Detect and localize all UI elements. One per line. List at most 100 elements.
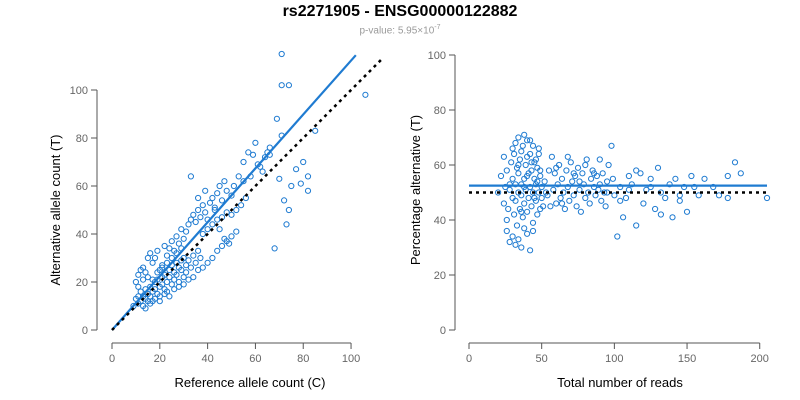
panel1-y-tick-label-2: 40 (76, 229, 88, 241)
panel2-point-99 (586, 200, 593, 207)
panel1-x-tick-label-0: 0 (109, 353, 115, 365)
panel2-point-159 (553, 164, 560, 171)
panel2-point-22 (519, 142, 526, 149)
panel2-point-59 (529, 227, 537, 235)
panel1-point-55 (144, 254, 151, 262)
p-value-exponent: -7 (434, 24, 441, 31)
panel2-point-118 (622, 194, 630, 202)
panel1-point-109 (185, 276, 192, 283)
panel1-point-163 (278, 50, 285, 58)
panel2-point-100 (588, 175, 595, 182)
panel1-point-47 (192, 259, 199, 266)
panel2-point-137 (695, 192, 702, 199)
panel1-x-tick-label-1: 20 (154, 353, 166, 365)
panel1-point-102 (151, 295, 159, 302)
panel1-point-48 (195, 247, 202, 254)
panel1-point-123 (214, 216, 221, 223)
panel2-point-122 (637, 170, 644, 177)
panel2-point-0 (495, 189, 502, 196)
panel2-point-54 (515, 236, 522, 243)
panel1-point-165 (240, 178, 247, 185)
panel2-point-164 (582, 161, 589, 169)
panel1-point-107 (175, 283, 182, 290)
panel2-point-86 (567, 159, 574, 166)
panel1-point-68 (175, 240, 182, 247)
panel2-point-97 (583, 156, 590, 163)
panel2-point-138 (701, 175, 708, 182)
panel1-point-143 (259, 168, 266, 175)
panel2-point-123 (640, 200, 647, 207)
panel2-point-83 (563, 167, 570, 174)
panel2-point-131 (669, 214, 676, 221)
panel2-point-67 (529, 142, 537, 149)
panel2-point-12 (512, 181, 519, 188)
panel2-point-153 (531, 194, 538, 202)
panel2-point-143 (737, 170, 744, 177)
panel2-point-48 (538, 183, 545, 191)
panel1-point-5 (137, 288, 144, 295)
panel2-point-109 (601, 189, 608, 196)
panel2-point-147 (506, 181, 513, 188)
panel2-point-168 (609, 175, 617, 182)
panel1-point-81 (206, 199, 214, 206)
panel2-y-tick-label-1: 20 (434, 270, 446, 282)
panel2-point-26 (522, 161, 529, 169)
p-value-text: p-value: 5.95×10 (359, 25, 435, 37)
panel2-x-axis-title: Total number of reads (557, 375, 683, 390)
panel2-point-113 (608, 142, 615, 149)
panel1-point-114 (209, 254, 216, 262)
panel1-point-126 (228, 211, 235, 218)
panel1-point-121 (204, 226, 211, 233)
panel2-point-139 (710, 183, 717, 191)
panel1-point-137 (230, 182, 237, 190)
panel2-point-106 (596, 181, 603, 188)
panel1-point-13 (147, 283, 154, 290)
panel1-x-tick-label-3: 60 (249, 353, 261, 365)
panel2-point-1 (497, 172, 505, 180)
panel2-point-9 (509, 175, 516, 182)
panel1-point-50 (132, 278, 139, 286)
panel2-point-152 (528, 159, 535, 166)
panel2-point-170 (625, 186, 633, 193)
panel2-point-114 (611, 192, 618, 199)
panel1-point-115 (214, 247, 221, 254)
panel1-y-tick-label-3: 60 (76, 181, 88, 193)
panel2-point-148 (515, 161, 522, 169)
panel1-point-73 (187, 216, 194, 223)
panel1-point-139 (240, 158, 247, 166)
panel1-point-59 (154, 247, 161, 254)
panel1-point-56 (147, 250, 154, 257)
panel2-point-169 (617, 197, 624, 204)
panel2-point-36 (529, 189, 537, 196)
panel2-point-35 (528, 167, 535, 174)
panel1-point-74 (190, 211, 197, 218)
panel2-point-63 (518, 148, 525, 155)
panel2-point-163 (576, 178, 583, 185)
panel1-point-110 (190, 274, 197, 281)
panel1-point-106 (171, 286, 178, 293)
panel2-x-tick-label-4: 200 (751, 353, 769, 365)
panel2-point-31 (525, 194, 532, 202)
panel1-point-97 (168, 254, 175, 262)
panel2-point-79 (557, 194, 564, 202)
panel2-point-77 (554, 181, 561, 188)
panel2-point-57 (524, 230, 531, 237)
panel1-point-112 (199, 264, 206, 271)
panel1-point-46 (190, 252, 197, 259)
panel2-point-90 (573, 203, 580, 210)
panel1-point-153 (293, 166, 300, 173)
panel2-point-93 (577, 208, 585, 215)
panel1-point-158 (312, 127, 319, 134)
panel2-point-92 (576, 186, 583, 193)
panel2-point-102 (590, 183, 598, 191)
panel1-point-82 (209, 194, 216, 202)
panel2-point-3 (502, 183, 509, 191)
panel1-point-72 (185, 221, 192, 228)
panel1-point-76 (195, 206, 202, 214)
panel1-point-22 (159, 281, 166, 288)
panel2-point-132 (672, 175, 679, 182)
panel2-point-25 (521, 200, 528, 207)
panel1-point-26 (163, 278, 171, 286)
panel1-point-42 (183, 262, 190, 269)
panel2-point-68 (532, 156, 540, 163)
